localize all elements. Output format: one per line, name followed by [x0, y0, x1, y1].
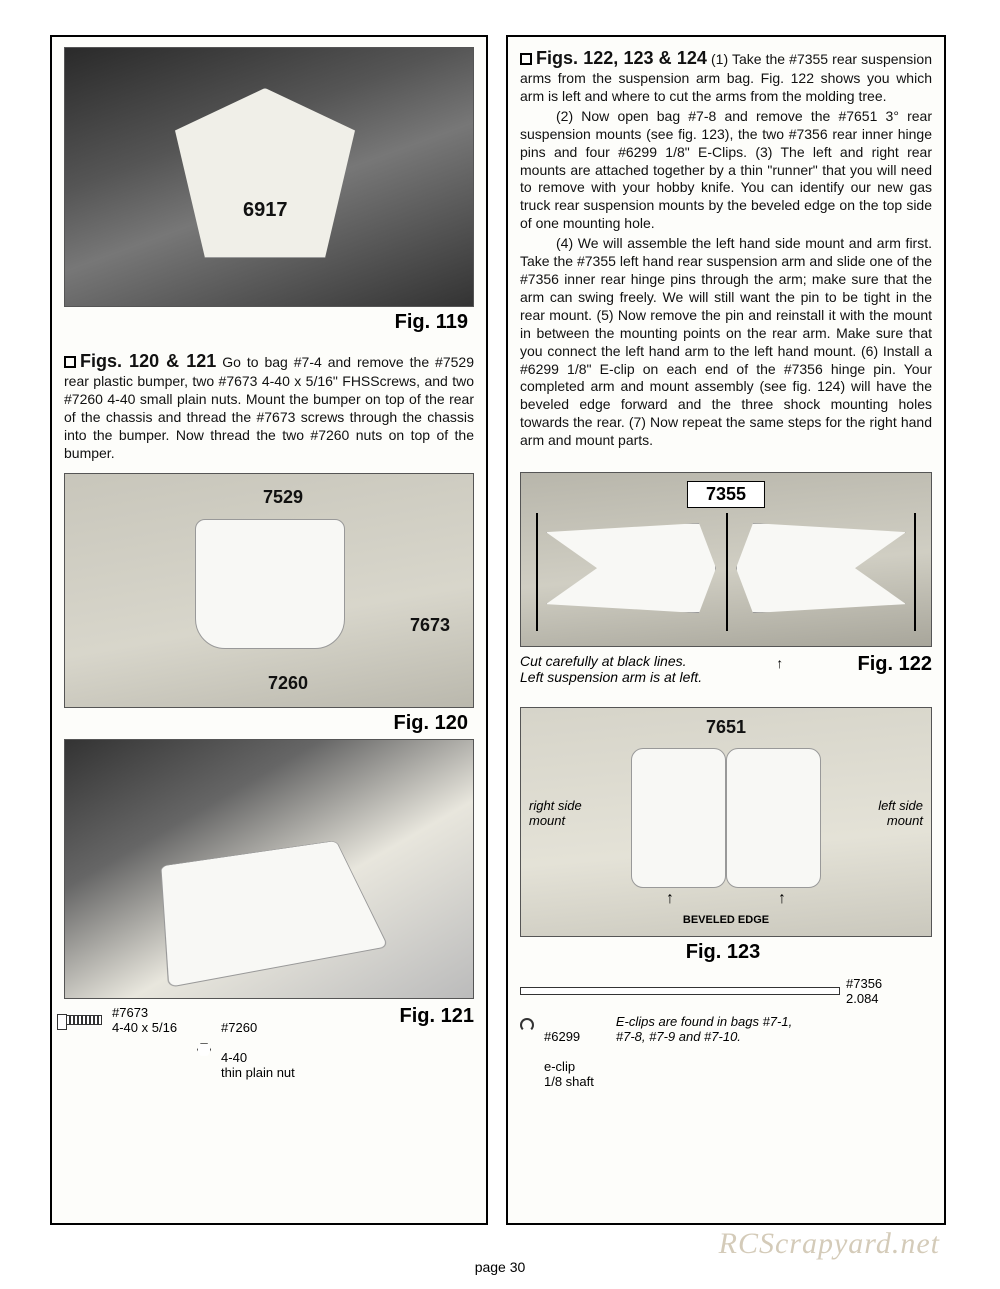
callout-7529: 7529 — [260, 486, 306, 509]
right-side-mount-label: right side mount — [529, 798, 582, 828]
screw-icon — [64, 1015, 102, 1025]
callout-7651: 7651 — [703, 716, 749, 739]
left-column: 6917 Fig. 119 Figs. 120 & 121 Go to bag … — [50, 35, 488, 1225]
p3-122-124: (4) We will assemble the left hand side … — [520, 235, 932, 450]
eclip-note: E-clips are found in bags #7-1, #7-8, #7… — [616, 1014, 792, 1044]
fig-120-label: Fig. 120 — [64, 712, 468, 735]
heading-122-124: Figs. 122, 123 & 124 — [536, 48, 707, 68]
manual-page: 6917 Fig. 119 Figs. 120 & 121 Go to bag … — [0, 0, 1000, 1289]
watermark: RCScrapyard.net — [719, 1227, 940, 1261]
page-number: page 30 — [0, 1259, 1000, 1275]
part-7260-num: #7260 — [221, 1020, 295, 1035]
shaft-icon — [520, 987, 840, 995]
fig-123-photo: 7651 right side mount left side mount BE… — [520, 707, 932, 937]
right-column: Figs. 122, 123 & 124 (1) Take the #7355 … — [506, 35, 946, 1225]
nut-icon — [197, 1043, 211, 1057]
fig-122-caption: Cut carefully at black lines. Left suspe… — [520, 653, 702, 685]
beveled-edge-label: BEVELED EDGE — [683, 914, 769, 926]
part-7673-desc: 4-40 x 5/16 — [112, 1020, 177, 1035]
part-7260-row: #7260 4-40 thin plain nut — [197, 1005, 295, 1095]
checkbox-icon — [64, 356, 76, 368]
fig-121-label: Fig. 121 — [400, 1005, 474, 1028]
callout-6917: 6917 — [240, 198, 291, 223]
part-7260-text: #7260 4-40 thin plain nut — [221, 1005, 295, 1095]
fig-122-photo: 7355 — [520, 472, 932, 647]
part-7260-desc: 4-40 thin plain nut — [221, 1050, 295, 1080]
fig-119-label: Fig. 119 — [64, 311, 468, 334]
two-column-layout: 6917 Fig. 119 Figs. 120 & 121 Go to bag … — [50, 35, 965, 1225]
fig-121-photo — [64, 739, 474, 999]
part-6299-num: #6299 — [544, 1029, 594, 1044]
text-figs-120-121: Figs. 120 & 121 Go to bag #7-4 and remov… — [64, 350, 474, 463]
left-side-mount-label: left side mount — [878, 798, 923, 828]
fig-122-label: Fig. 122 — [858, 653, 932, 676]
part-7673-text: #7673 4-40 x 5/16 — [112, 1005, 177, 1035]
checkbox-icon — [520, 53, 532, 65]
heading-120-121: Figs. 120 & 121 — [80, 351, 216, 371]
part-7673-num: #7673 — [112, 1005, 177, 1020]
arrow-up-icon — [776, 655, 783, 673]
part-6299-text: #6299 e-clip 1/8 shaft — [544, 1014, 594, 1104]
callout-7260: 7260 — [265, 672, 311, 695]
part-7356-num: #7356 — [846, 976, 882, 991]
part-7356-text: #7356 2.084 — [846, 976, 882, 1006]
part-7356-desc: 2.084 — [846, 991, 882, 1006]
callout-7673: 7673 — [407, 614, 453, 637]
fig-120-photo: 7529 7673 7260 — [64, 473, 474, 708]
p2-122-124: (2) Now open bag #7-8 and remove the #76… — [520, 108, 932, 233]
callout-7355: 7355 — [687, 481, 765, 508]
part-7673-row: #7673 4-40 x 5/16 — [64, 1005, 177, 1035]
text-figs-122-124: Figs. 122, 123 & 124 (1) Take the #7355 … — [520, 47, 932, 106]
part-6299-desc: e-clip 1/8 shaft — [544, 1059, 594, 1089]
fig-119-photo: 6917 — [64, 47, 474, 307]
eclip-icon — [520, 1018, 534, 1032]
fig-123-label: Fig. 123 — [520, 941, 926, 964]
